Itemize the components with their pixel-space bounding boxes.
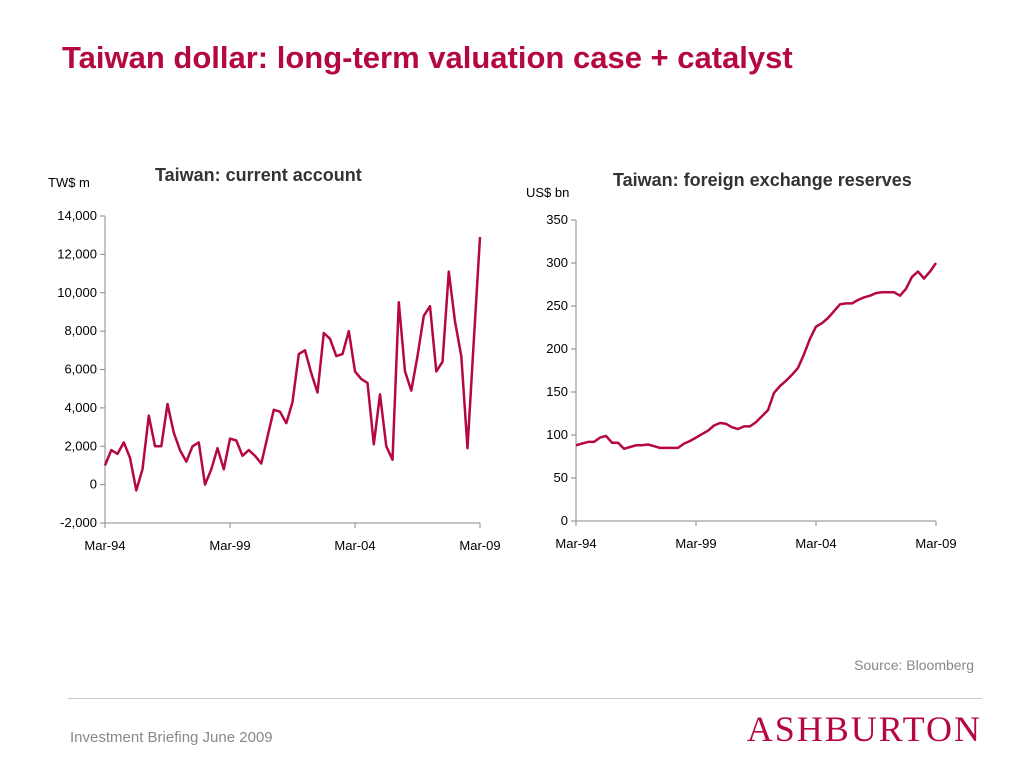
company-logo: ASHBURTON bbox=[746, 709, 982, 749]
y-tick-label: -2,000 bbox=[60, 515, 97, 530]
x-tick-label: Mar-94 bbox=[555, 536, 596, 551]
y-tick-label: 2,000 bbox=[64, 438, 97, 453]
y-tick-label: 350 bbox=[546, 212, 568, 227]
y-tick-label: 4,000 bbox=[64, 400, 97, 415]
y-tick-label: 6,000 bbox=[64, 362, 97, 377]
footer-text: Investment Briefing June 2009 bbox=[70, 729, 273, 746]
y-tick-label: 150 bbox=[546, 384, 568, 399]
y-tick-label: 8,000 bbox=[64, 323, 97, 338]
x-tick-label: Mar-09 bbox=[915, 536, 956, 551]
y-axis-unit-label: US$ bn bbox=[526, 185, 570, 200]
x-tick-label: Mar-94 bbox=[84, 538, 125, 553]
y-tick-label: 0 bbox=[561, 513, 568, 528]
slide-title: Taiwan dollar: long-term valuation case … bbox=[62, 40, 793, 75]
y-tick-label: 200 bbox=[546, 341, 568, 356]
x-tick-label: Mar-09 bbox=[459, 538, 500, 553]
y-tick-label: 100 bbox=[546, 427, 568, 442]
y-axis-unit-label: TW$ m bbox=[48, 175, 90, 190]
x-tick-label: Mar-04 bbox=[334, 538, 375, 553]
current-account-plot: -2,000 0 2,000 4,000 6,000 8,000 10,000 12,000 1… bbox=[57, 208, 500, 553]
x-tick-label: Mar-04 bbox=[795, 536, 836, 551]
fx-reserves-plot: 0 50 100 150 200 250 300 350 Mar-94 Mar-99 Mar-04 M… bbox=[546, 212, 956, 551]
series-line bbox=[575, 262, 938, 451]
chart-title: Taiwan: current account bbox=[155, 165, 362, 185]
chart-title: Taiwan: foreign exchange reserves bbox=[613, 170, 912, 190]
y-tick-label: 0 bbox=[90, 477, 97, 492]
y-tick-label: 10,000 bbox=[57, 285, 97, 300]
current-account-chart: Taiwan: current account TW$ m -2,000 0 2,0… bbox=[30, 150, 520, 570]
series-line bbox=[103, 237, 482, 492]
footer-divider bbox=[68, 698, 982, 699]
source-note: Source: Bloomberg bbox=[854, 657, 974, 673]
y-tick-label: 14,000 bbox=[57, 208, 97, 223]
y-tick-label: 50 bbox=[554, 470, 568, 485]
x-tick-label: Mar-99 bbox=[209, 538, 250, 553]
fx-reserves-chart: Taiwan: foreign exchange reserves US$ bn… bbox=[515, 150, 985, 570]
x-tick-label: Mar-99 bbox=[675, 536, 716, 551]
y-tick-label: 12,000 bbox=[57, 246, 97, 261]
y-tick-label: 250 bbox=[546, 298, 568, 313]
y-tick-label: 300 bbox=[546, 255, 568, 270]
